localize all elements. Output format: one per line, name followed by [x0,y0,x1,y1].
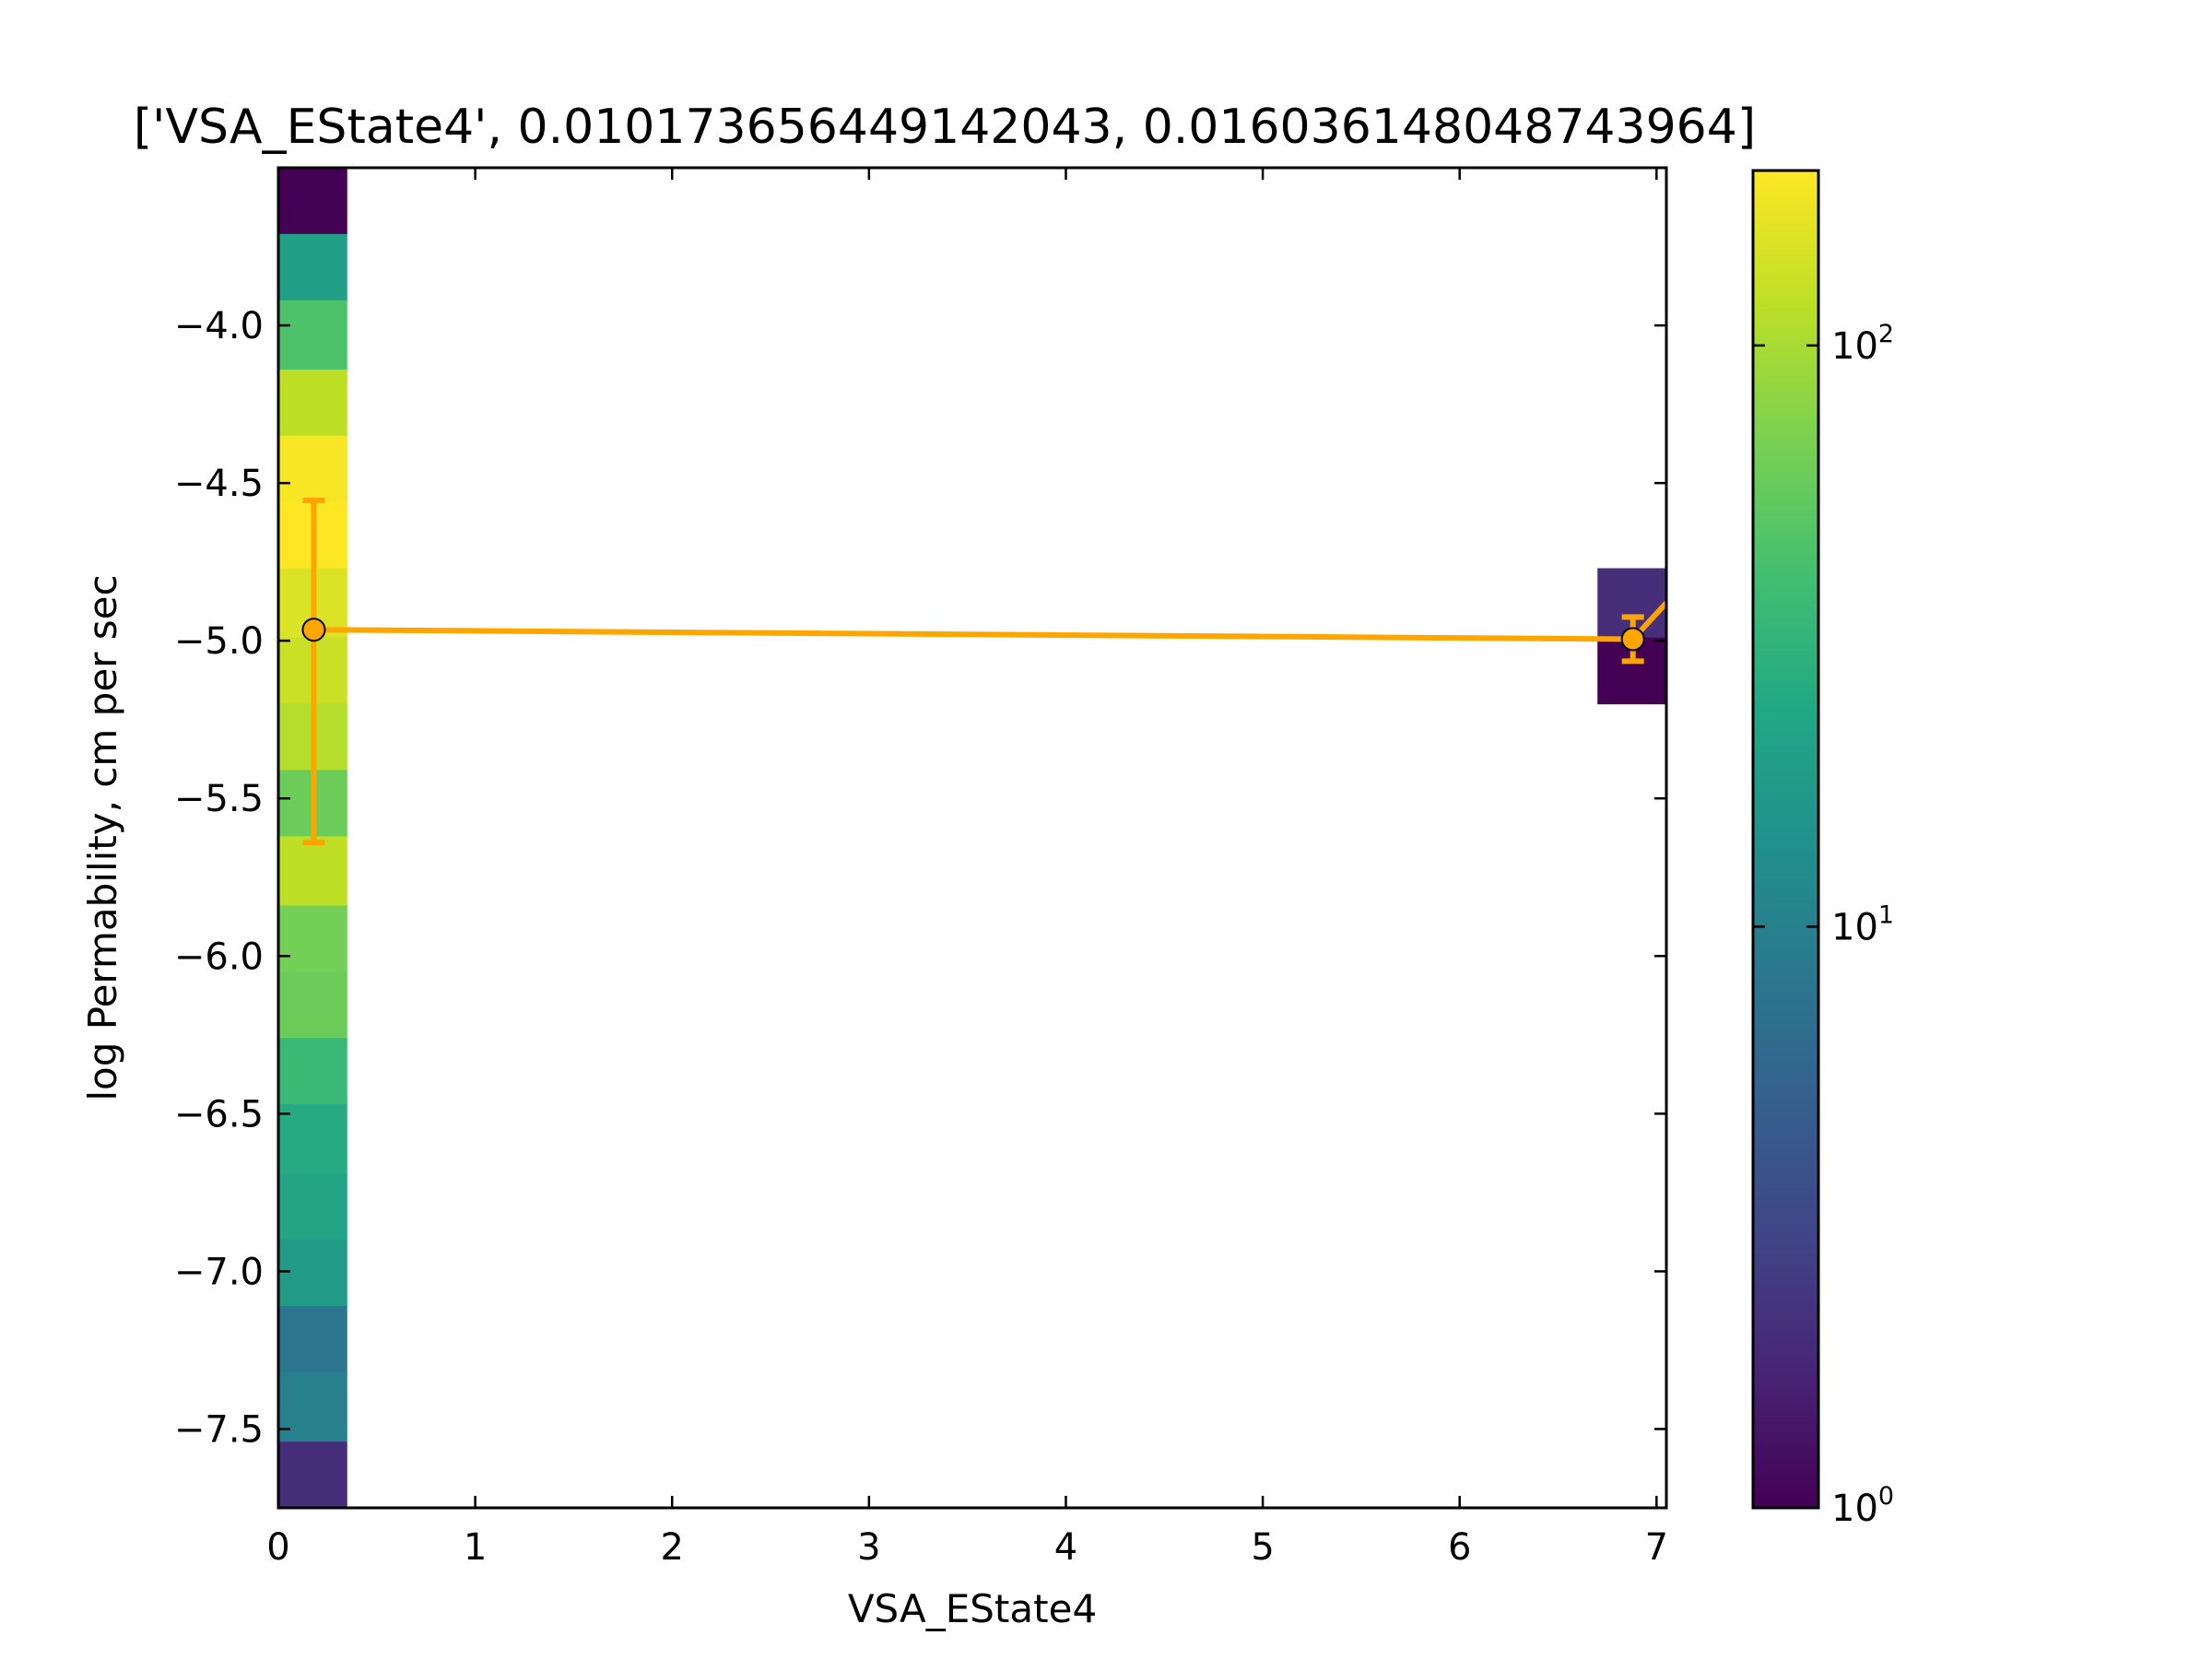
x-tick-label: 4 [1054,1526,1077,1569]
heatmap-cell [278,168,347,235]
x-tick-label: 6 [1448,1526,1471,1569]
y-axis-label: log Permability, cm per sec [80,574,125,1100]
heatmap-cell [278,233,347,301]
y-tick-label: −7.0 [174,1251,264,1293]
heatmap-cells [278,168,1666,1509]
plot-frame [276,166,1668,1510]
heatmap-cell [278,836,347,907]
mean-line [313,601,1669,642]
y-tick-label: −4.5 [174,463,264,505]
heatmap-cell [278,1240,347,1307]
heatmap-cell [278,1441,347,1509]
y-tick-label: −6.0 [174,935,264,978]
heatmap-cell [278,1371,347,1442]
chart-title: ['VSA_EState4', 0.010173656449142043, 0.… [134,100,1756,155]
heatmap-cell [278,1306,347,1373]
y-tick-label: −5.0 [174,620,264,663]
mean-point [301,618,326,642]
heatmap-cell [278,300,347,371]
colorbar-ticks: 100 101 102 [1753,320,1894,1530]
heatmap-cell [278,1038,347,1105]
heatmap-cell [278,1173,347,1241]
colorbar [1751,169,1820,1510]
y-axis-ticks: −4.0 −4.5 −5.0 −5.5 −6.0 −6.5 −7.0 −7.5 [174,305,1666,1451]
y-tick-label: −6.5 [174,1093,264,1135]
heatmap-cell [278,435,347,503]
x-tick-label: 3 [857,1526,880,1569]
heatmap-cell [278,971,347,1039]
colorbar-tick-label: 102 [1831,320,1894,368]
x-axis-label: VSA_EState4 [848,1586,1097,1631]
x-axis-ticks: 0 1 2 3 4 5 6 7 [266,168,1668,1569]
x-tick-label: 5 [1251,1526,1274,1569]
y-tick-label: −5.5 [174,778,264,820]
x-tick-label: 1 [464,1526,487,1569]
x-tick-label: 0 [266,1526,289,1569]
mean-overlay [301,497,1669,846]
heatmap-cell [278,369,347,437]
y-tick-label: −7.5 [174,1408,264,1451]
x-tick-label: 2 [661,1526,684,1569]
colorbar-tick-label: 101 [1831,900,1894,948]
y-tick-label: −4.0 [174,305,264,347]
heatmap-cell [278,905,347,972]
colorbar-tick-label: 100 [1831,1482,1894,1530]
mean-point [1620,627,1645,652]
x-tick-label: 7 [1645,1526,1668,1569]
heatmap-cell [278,1104,347,1174]
